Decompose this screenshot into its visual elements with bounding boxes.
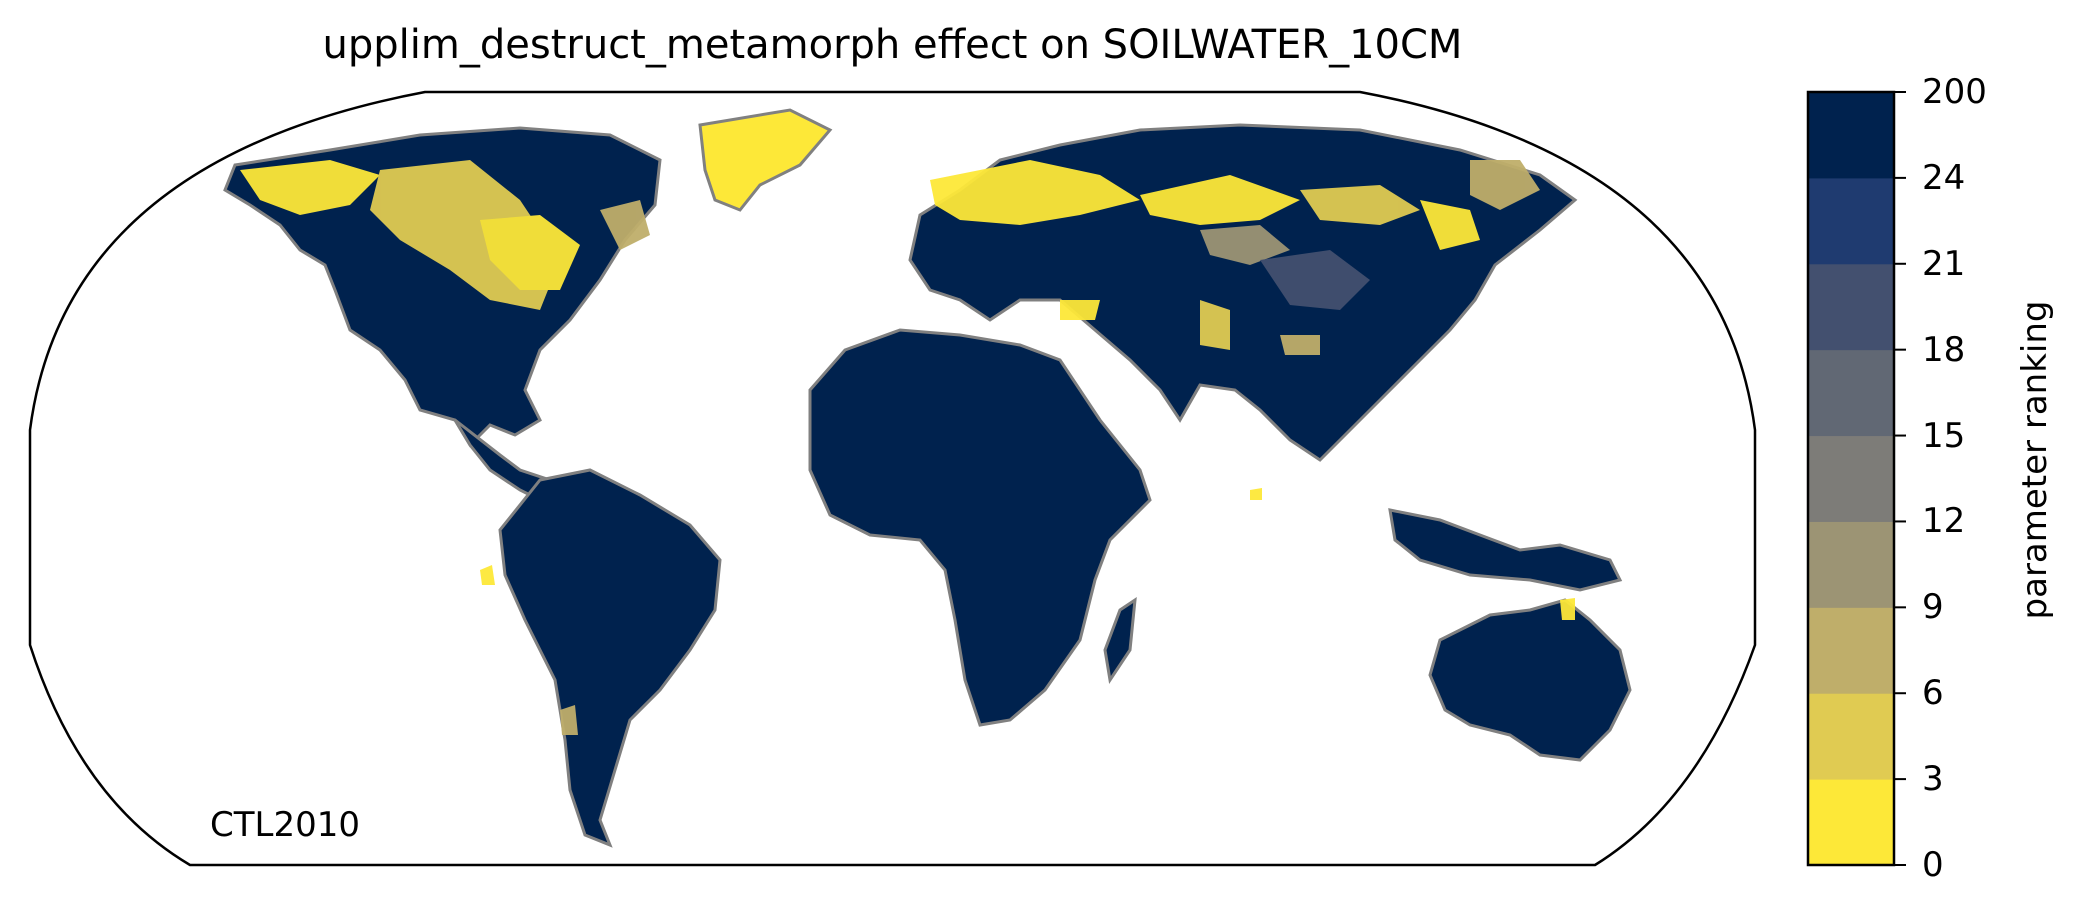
greenland xyxy=(700,110,830,210)
colorbar-tick-label: 9 xyxy=(1922,587,1944,627)
colorbar-tick-label: 21 xyxy=(1922,244,1965,284)
colorbar-tick-label: 15 xyxy=(1922,416,1965,456)
colorbar-tick-label: 12 xyxy=(1922,501,1965,541)
colorbar-tick-label: 0 xyxy=(1922,845,1944,885)
maritime-southeast-asia xyxy=(1390,510,1620,590)
madagascar xyxy=(1105,600,1135,680)
colorbar xyxy=(1800,0,1920,918)
colorbar-segment xyxy=(1808,436,1894,522)
colorbar-segment xyxy=(1808,178,1894,264)
map xyxy=(0,0,1785,918)
colorbar-segment xyxy=(1808,779,1894,865)
colorbar-segment xyxy=(1808,350,1894,436)
colorbar-tick-label: 6 xyxy=(1922,673,1944,713)
map-label: CTL2010 xyxy=(210,805,360,845)
colorbar-tick-label: 200 xyxy=(1922,72,1987,112)
colorbar-segment xyxy=(1808,521,1894,607)
colorbar-segment xyxy=(1808,693,1894,779)
colorbar-tick-label: 18 xyxy=(1922,330,1965,370)
africa xyxy=(810,330,1150,725)
australia xyxy=(1430,600,1630,760)
colorbar-label: parameter ranking xyxy=(2015,301,2055,620)
colorbar-segment xyxy=(1808,607,1894,693)
colorbar-tick-label: 3 xyxy=(1922,759,1944,799)
colorbar-tick-label: 24 xyxy=(1922,158,1965,198)
colorbar-segment xyxy=(1808,92,1894,178)
colorbar-segment xyxy=(1808,264,1894,350)
south-america xyxy=(500,470,720,845)
